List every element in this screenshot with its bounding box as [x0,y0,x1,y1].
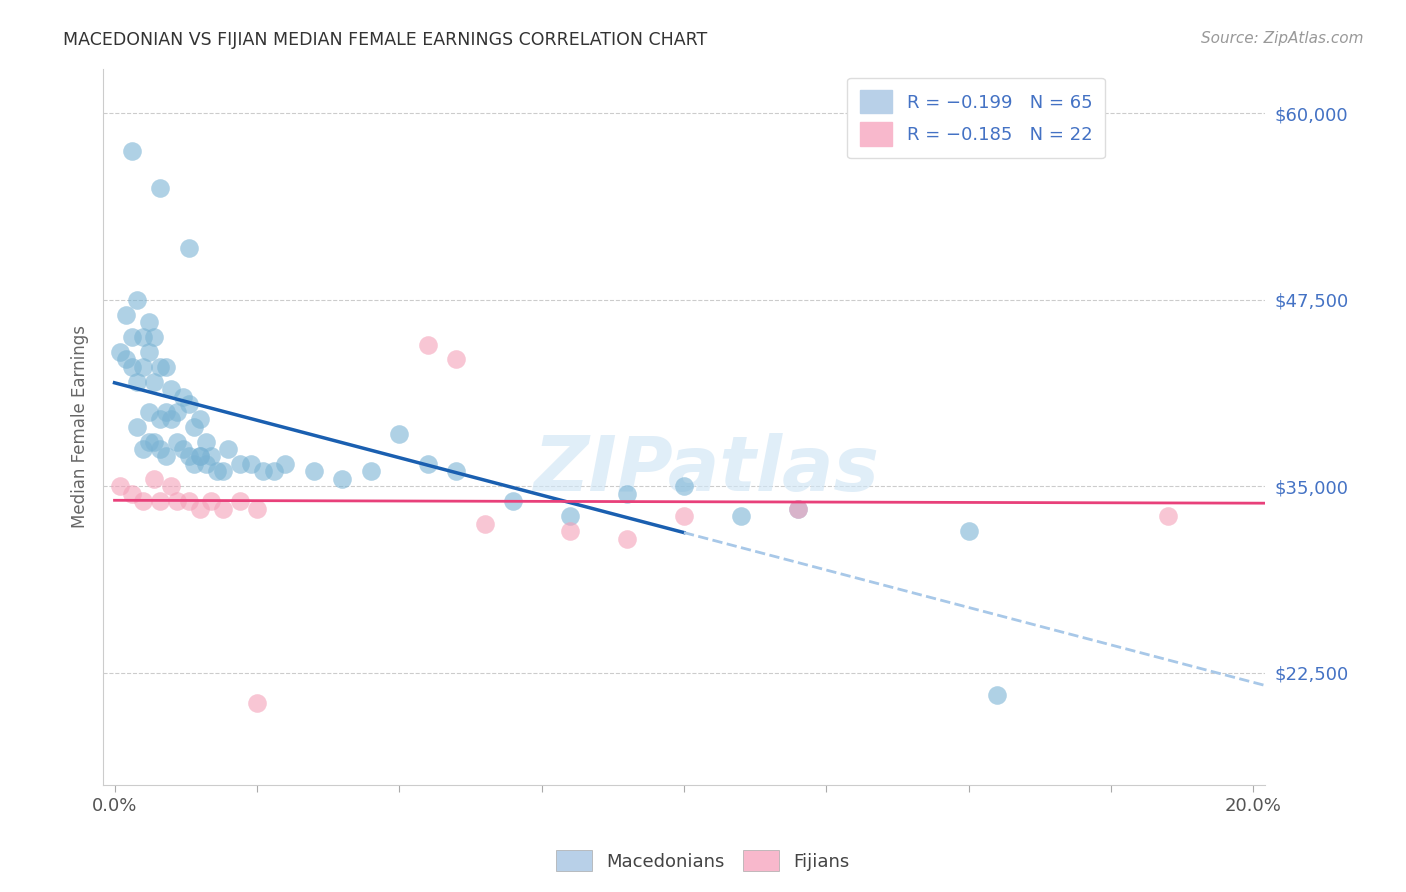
Point [149,494,172,508]
Point [177,397,200,411]
Point [143,434,166,449]
Point [149,359,172,374]
Point [200,450,222,464]
Point [194,457,217,471]
Point [132,330,155,344]
Point [986,688,1008,702]
Point [166,405,188,419]
Point [194,434,217,449]
Point [138,315,160,329]
Text: Source: ZipAtlas.com: Source: ZipAtlas.com [1201,31,1364,46]
Point [444,352,467,367]
Point [188,501,211,516]
Point [211,464,233,478]
Legend: Macedonians, Fijians: Macedonians, Fijians [548,843,858,879]
Point [252,464,274,478]
Point [177,450,200,464]
Point [166,494,188,508]
Point [188,412,211,426]
Point [558,509,581,524]
Point [108,345,131,359]
Point [672,479,695,493]
Point [786,501,808,516]
Point [143,375,166,389]
Point [149,412,172,426]
Point [416,337,439,351]
Point [166,434,188,449]
Point [416,457,439,471]
Y-axis label: Median Female Earnings: Median Female Earnings [72,326,89,528]
Point [1157,509,1180,524]
Point [127,419,149,434]
Point [177,494,200,508]
Legend: R = −0.199   N = 65, R = −0.185   N = 22: R = −0.199 N = 65, R = −0.185 N = 22 [846,78,1105,158]
Point [160,412,183,426]
Point [302,464,325,478]
Point [240,457,263,471]
Point [229,494,252,508]
Point [786,501,808,516]
Point [115,308,138,322]
Point [121,330,143,344]
Point [211,501,233,516]
Point [127,293,149,307]
Point [155,405,177,419]
Point [730,509,752,524]
Point [149,181,172,195]
Text: MACEDONIAN VS FIJIAN MEDIAN FEMALE EARNINGS CORRELATION CHART: MACEDONIAN VS FIJIAN MEDIAN FEMALE EARNI… [63,31,707,49]
Point [138,405,160,419]
Point [149,442,172,456]
Point [388,427,411,442]
Point [330,472,353,486]
Point [127,375,149,389]
Point [132,359,155,374]
Point [502,494,524,508]
Point [160,382,183,396]
Point [957,524,980,538]
Point [132,494,155,508]
Point [274,457,297,471]
Point [143,330,166,344]
Point [183,419,205,434]
Text: ZIPatlas: ZIPatlas [534,433,880,507]
Point [229,457,252,471]
Point [217,442,239,456]
Point [360,464,382,478]
Point [263,464,285,478]
Point [616,532,638,546]
Point [188,450,211,464]
Point [672,509,695,524]
Point [474,516,496,531]
Point [558,524,581,538]
Point [155,359,177,374]
Point [121,359,143,374]
Point [121,487,143,501]
Point [172,390,194,404]
Point [138,434,160,449]
Point [188,450,211,464]
Point [246,696,269,710]
Point [177,241,200,255]
Point [132,442,155,456]
Point [155,450,177,464]
Point [160,479,183,493]
Point [616,487,638,501]
Point [115,352,138,367]
Point [444,464,467,478]
Point [246,501,269,516]
Point [121,144,143,158]
Point [108,479,131,493]
Point [172,442,194,456]
Point [183,457,205,471]
Point [205,464,228,478]
Point [200,494,222,508]
Point [138,345,160,359]
Point [143,472,166,486]
